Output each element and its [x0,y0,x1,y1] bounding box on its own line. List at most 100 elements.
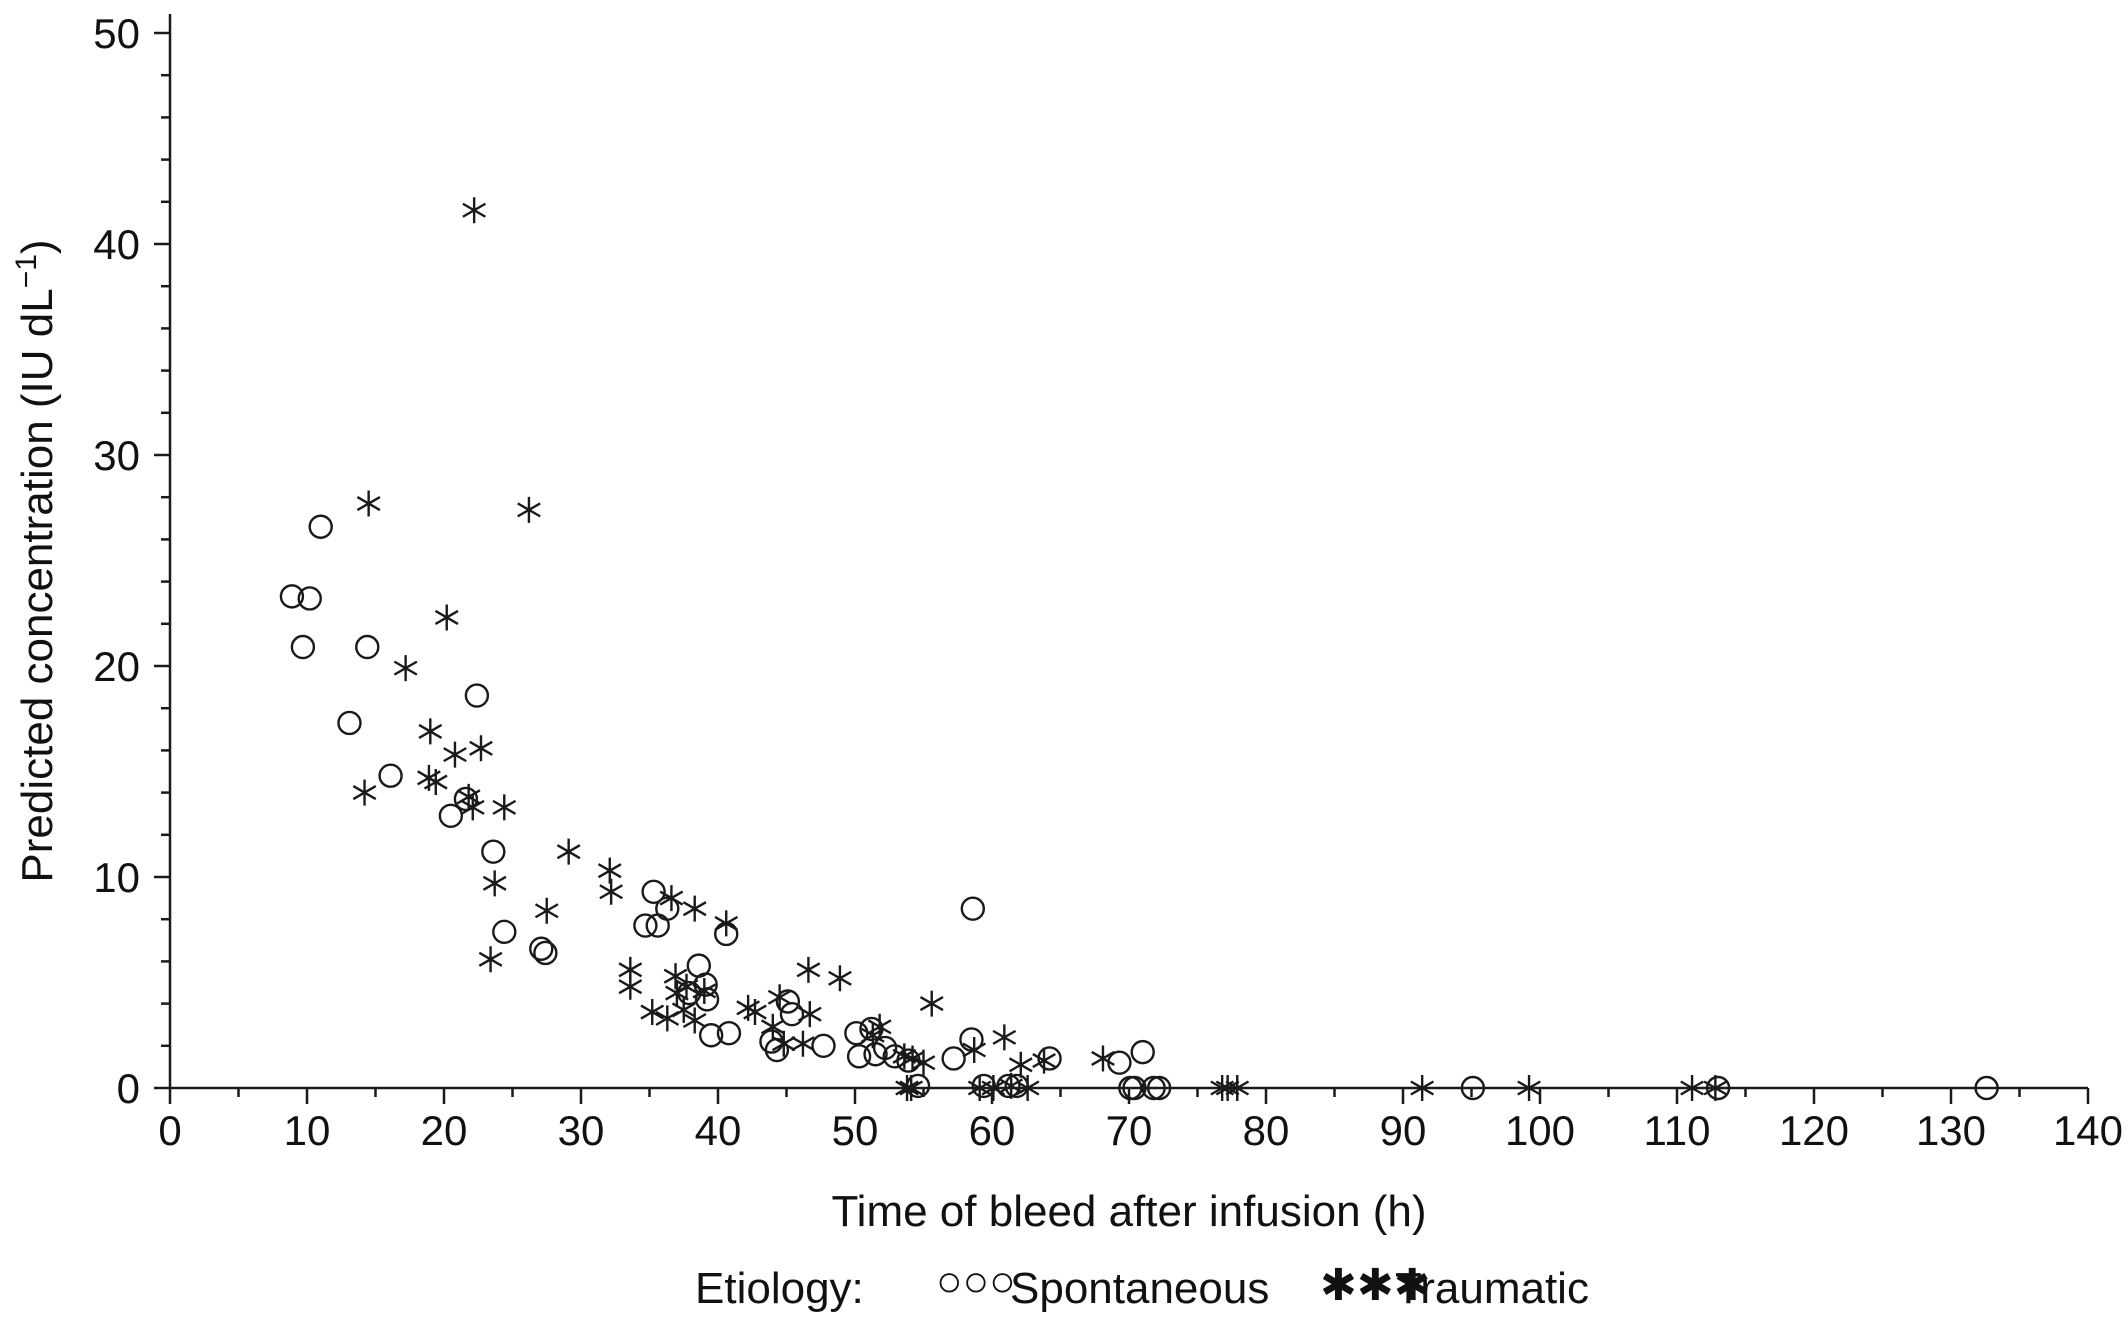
y-axis-title-main: Predicted concentration (IU dL [13,288,62,882]
traumatic-point [418,718,443,745]
traumatic-point [714,910,739,937]
traumatic-point [393,655,418,682]
y-tick-label-50: 50 [93,10,140,57]
traumatic-point [900,1045,925,1072]
traumatic-point [599,878,623,905]
traumatic-point [899,1075,924,1101]
traumatic-point [1517,1075,1541,1101]
traumatic-point [962,1037,987,1064]
spontaneous-point [960,896,986,921]
spontaneous-point [633,913,658,938]
x-tick-label-120: 120 [1779,1107,1849,1154]
spontaneous-point [533,940,558,966]
spontaneous-point [355,634,380,660]
traumatic-point [1680,1075,1704,1101]
traumatic-point [1032,1047,1056,1074]
traumatic-point [478,946,503,973]
traumatic-point [1015,1075,1040,1101]
legend-marker-traumatic: ✱✱✱ [1320,1261,1431,1310]
spontaneous-point [1460,1075,1486,1101]
traumatic-point [482,870,507,897]
data-points [279,197,1999,1101]
traumatic-point [797,1001,822,1028]
traumatic-point [791,1030,815,1057]
traumatic-point [796,956,821,983]
x-tick-label-70: 70 [1106,1107,1153,1154]
spontaneous-point [464,683,490,708]
spontaneous-point [492,919,517,945]
traumatic-point [828,965,852,992]
y-axis-title-suffix: ) [13,239,62,254]
x-axis-title: Time of bleed after infusion (h) [831,1187,1426,1236]
spontaneous-point [1146,1075,1172,1101]
traumatic-point [618,973,643,1000]
traumatic-point [671,996,696,1023]
legend-label-spontaneous: Spontaneous [1010,1264,1269,1313]
traumatic-point [911,1049,936,1076]
x-tick-label-50: 50 [832,1107,879,1154]
traumatic-point [443,741,467,768]
traumatic-point [895,1075,919,1101]
traumatic-point [469,735,493,762]
traumatic-point [760,1013,785,1040]
traumatic-point [682,895,707,922]
y-tick-label-20: 20 [93,643,140,690]
traumatic-point [423,769,448,796]
spontaneous-point [655,896,680,921]
spontaneous-point [1705,1075,1731,1101]
y-tick-label-30: 30 [93,432,140,479]
spontaneous-point [1974,1075,1999,1101]
spontaneous-point [378,763,403,788]
spontaneous-point [775,989,801,1014]
traumatic-point [992,1024,1017,1051]
traumatic-point [659,885,684,912]
traumatic-point [492,794,517,821]
spontaneous-point [279,584,305,609]
spontaneous-point [297,586,322,611]
x-tick-label-0: 0 [158,1107,181,1154]
traumatic-point [460,794,485,821]
traumatic-point [1410,1075,1435,1101]
traumatic-point [462,197,486,224]
x-tick-label-130: 130 [1916,1107,1986,1154]
traumatic-point [674,973,699,1000]
traumatic-point [663,963,688,990]
ticks: 0 10 20 30 40 50 60 70 80 90 100 110 120 130 140 0 10 20 3… [93,10,2123,1154]
traumatic-point [1008,1051,1033,1078]
legend: Etiology: ○○○ Spontaneous ✱✱✱ Traumatic [695,1257,1589,1313]
spontaneous-point [481,839,506,864]
x-tick-label-30: 30 [558,1107,605,1154]
traumatic-point [767,984,792,1011]
legend-title: Etiology: [695,1264,864,1313]
traumatic-point [640,999,665,1026]
traumatic-point [556,838,581,865]
y-axis-title-superscript: −1 [10,254,43,288]
traumatic-point [534,897,559,924]
traumatic-point [352,779,377,806]
traumatic-point [919,990,944,1017]
y-tick-label-40: 40 [93,221,140,268]
spontaneous-point [290,634,316,660]
x-tick-label-90: 90 [1380,1107,1427,1154]
traumatic-point [434,604,459,631]
y-tick-label-0: 0 [117,1065,140,1112]
y-tick-label-10: 10 [93,854,140,901]
x-tick-label-20: 20 [421,1107,468,1154]
x-tick-label-40: 40 [695,1107,742,1154]
axes [168,14,2088,1090]
traumatic-point [356,490,381,517]
legend-marker-spontaneous: ○○○ [936,1257,1016,1306]
x-tick-label-110: 110 [1644,1107,1711,1154]
spontaneous-point [308,514,333,539]
spontaneous-point [716,1020,742,1046]
spontaneous-point [337,710,362,736]
traumatic-point [743,999,767,1026]
x-tick-label-100: 100 [1505,1107,1575,1154]
spontaneous-point [779,1001,805,1027]
spontaneous-point [1141,1075,1166,1101]
spontaneous-point [529,936,554,961]
spontaneous-point [438,803,464,829]
series-traumatic [352,197,1728,1101]
